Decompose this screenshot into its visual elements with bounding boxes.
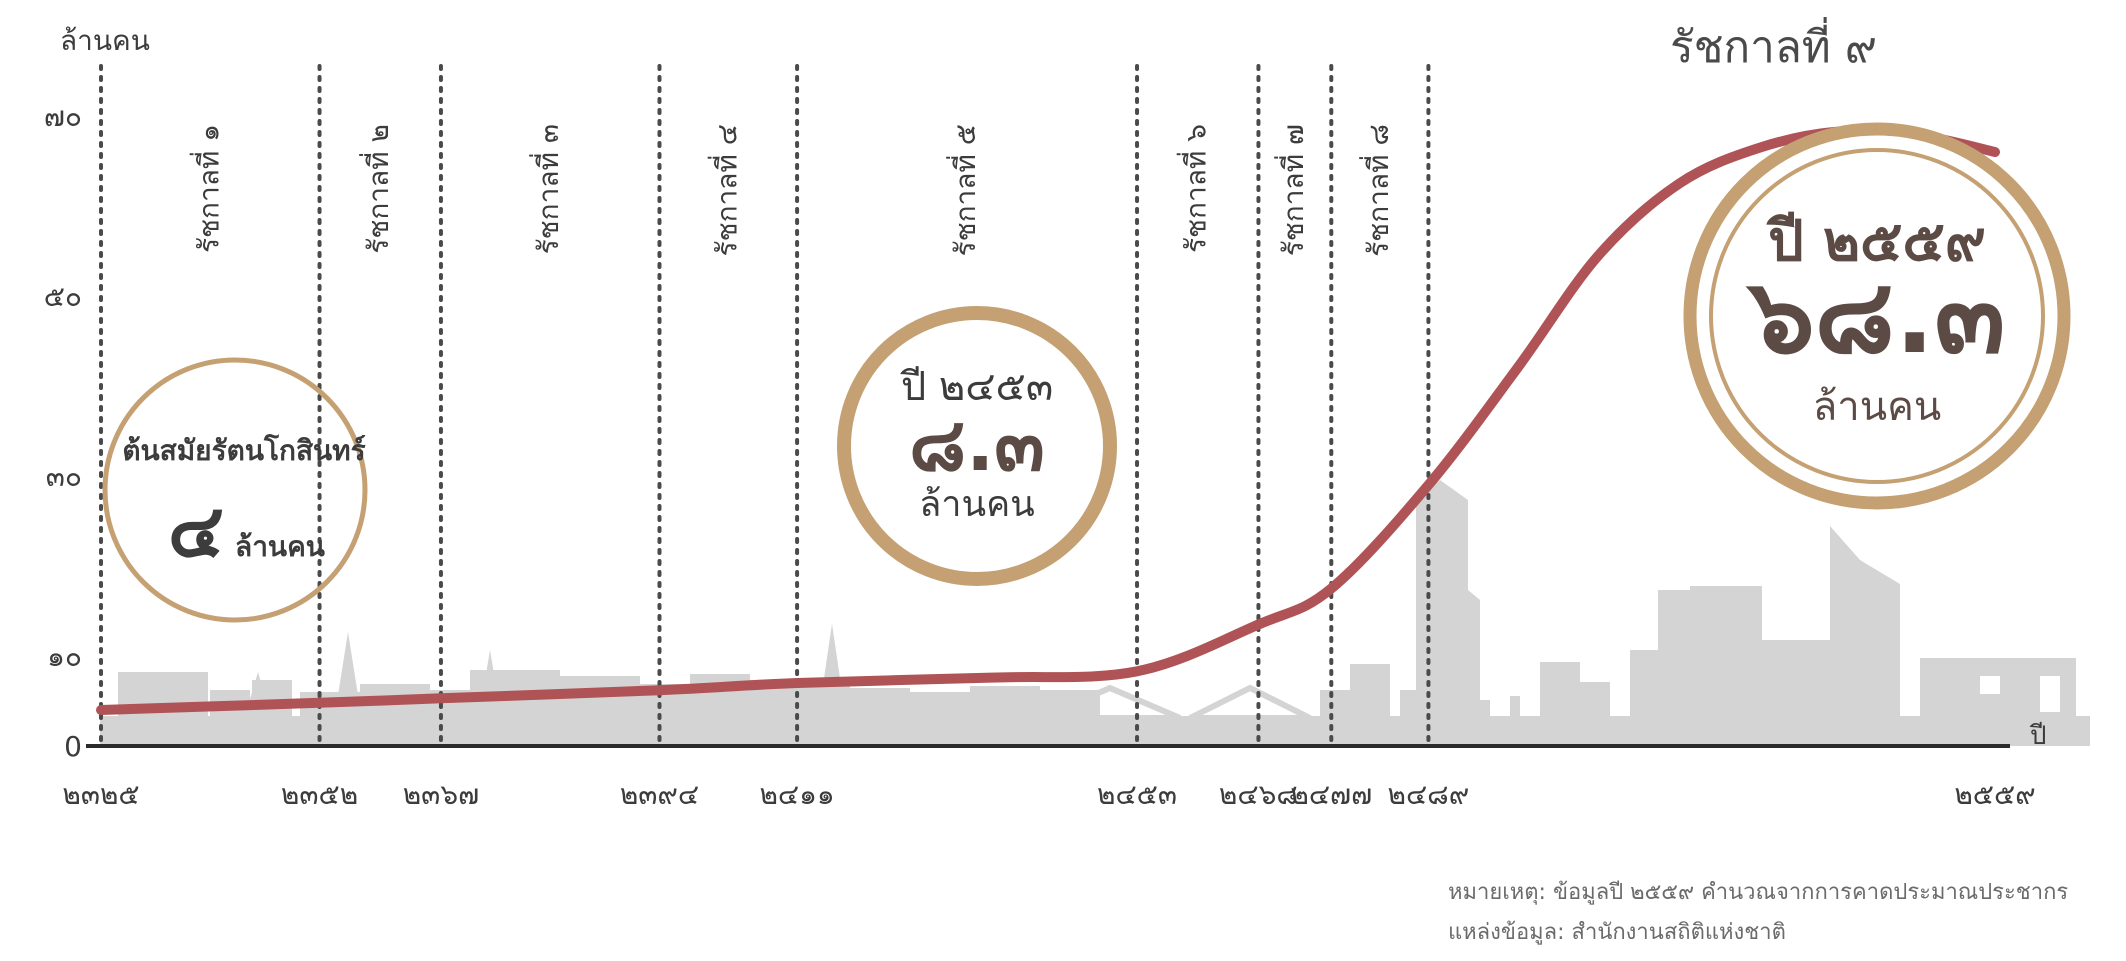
y-tick-label: ๓๐ (46, 460, 82, 493)
reign-labels: รัชกาลที่ ๑ รัชกาลที่ ๒ รัชกาลที่ ๓ รัชกาลท… (189, 16, 1877, 257)
annotation-2453-unit: ล้านคน (919, 484, 1035, 525)
remark-note: หมายเหตุ: ข้อมูลปี ๒๕๕๙ คำนวณจากการคาดปร… (1448, 880, 2069, 905)
x-tick-label: ๒๔๖๘ (1219, 778, 1298, 811)
annotation-2453-year: ปี ๒๔๕๓ (900, 364, 1053, 410)
annotation-early-unit: ล้านคน (235, 530, 325, 563)
source-note: แหล่งข้อมูล: สำนักงานสถิติแห่งชาติ (1448, 920, 1786, 945)
x-axis-title: ปี (2029, 721, 2047, 751)
skyline-base (100, 716, 2090, 746)
skyline-bridge (1188, 684, 1312, 721)
x-tick-label: ๒๓๙๔ (620, 778, 699, 811)
population-line (96, 125, 2000, 715)
reign-label-current: รัชกาลที่ ๙ (1670, 16, 1877, 73)
skyline-tall-building (1830, 526, 1900, 746)
annotation-2559-value: ๖๘.๓ (1745, 255, 2006, 377)
reign-label: รัชกาลที่ ๑ (189, 124, 225, 253)
annotation-circle-early (102, 357, 368, 623)
y-tick-label: ๕๐ (44, 280, 82, 313)
reign-label: รัชกาลที่ ๘ (1359, 124, 1395, 257)
x-tick-label: ๒๔๕๓ (1097, 778, 1177, 811)
reign-label: รัชกาลที่ ๗ (1274, 124, 1310, 256)
annotation-2559-unit: ล้านคน (1813, 384, 1941, 430)
annotation-circle-2559-inner (1709, 148, 2045, 484)
reign-label: รัชกาลที่ ๔ (707, 124, 743, 256)
y-tick-label: ๑๐ (47, 640, 82, 673)
x-tick-label: ๒๕๕๙ (1954, 778, 2035, 811)
x-tick-label: ๒๔๘๙ (1388, 778, 1470, 811)
skyline-office (1658, 586, 1762, 746)
x-tick-label: ๒๓๖๗ (403, 778, 479, 811)
y-tick-label: 0 (64, 730, 82, 763)
reign-label: รัชกาลที่ ๒ (359, 124, 395, 254)
reign-divider-lines (99, 64, 1431, 748)
annotation-circle-2453 (837, 306, 1117, 586)
x-tick-label: ๒๔๑๑ (759, 778, 834, 811)
population-series (96, 125, 2000, 715)
x-tick-label: ๒๔๗๗ (1290, 778, 1372, 811)
annotation-2453-value: ๘.๓ (909, 402, 1045, 488)
annotation-2559-year: ปี ๒๕๕๙ (1766, 209, 1986, 274)
x-tick-label: ๒๓๕๒ (281, 778, 358, 811)
annotation-circle-2559-outer (1683, 122, 2071, 510)
y-tick-label: ๗๐ (44, 100, 82, 133)
skyline-tower (1416, 480, 1480, 746)
reign-label: รัชกาลที่ ๓ (529, 124, 565, 254)
reign-label: รัชกาลที่ ๕ (946, 124, 982, 256)
city-skyline-silhouette (100, 480, 2090, 746)
annotation-early-value: ๔ (168, 488, 224, 574)
annotation-early-title: ต้นสมัยรัตนโกสินทร์ (122, 433, 365, 467)
reign-label: รัชกาลที่ ๖ (1177, 124, 1213, 253)
x-tick-label: ๒๓๒๕ (62, 778, 139, 811)
y-axis-title: ล้านคน (60, 24, 150, 57)
